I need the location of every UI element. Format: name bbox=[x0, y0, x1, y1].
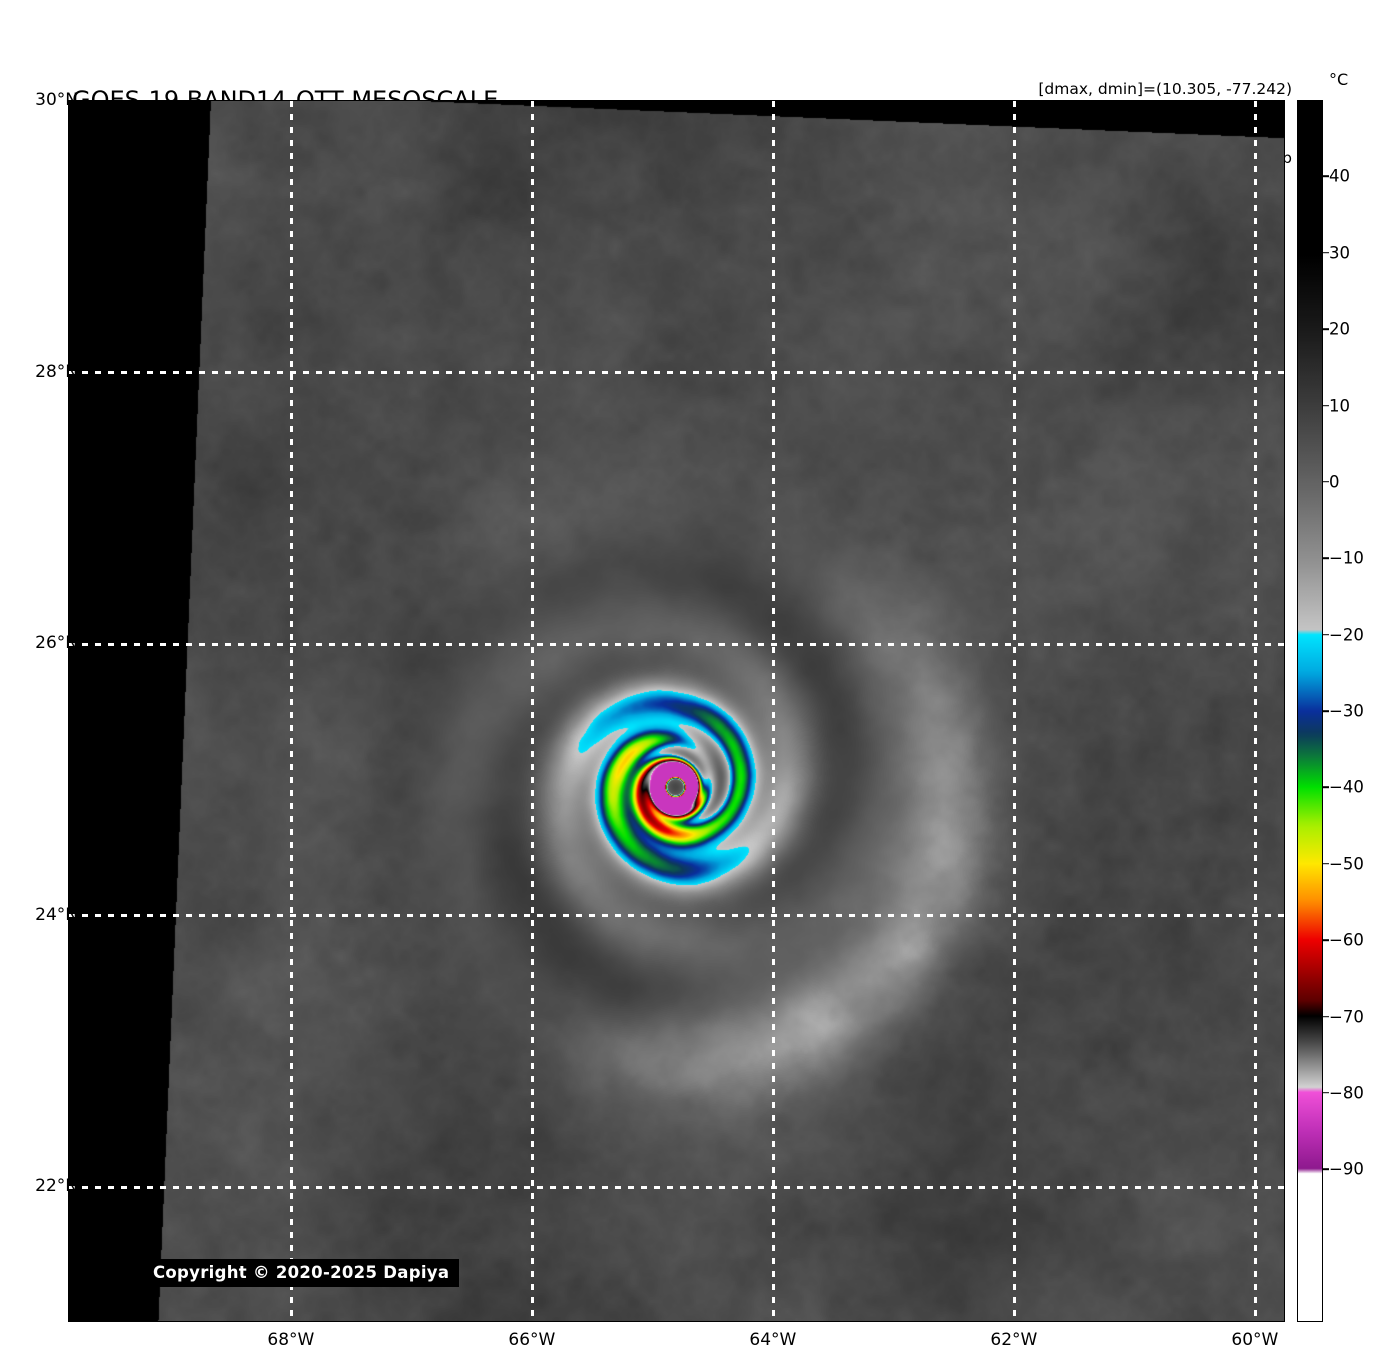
colorbar-tick-mark bbox=[1323, 633, 1329, 636]
colorbar-tick-label: 30 bbox=[1329, 243, 1350, 263]
colorbar-tick-mark bbox=[1323, 862, 1329, 865]
lat-tick-label: 30°N bbox=[35, 90, 78, 110]
lon-tick-label: 68°W bbox=[267, 1330, 315, 1350]
colorbar-tick-label: −30 bbox=[1329, 701, 1364, 721]
colorbar-gradient bbox=[1298, 101, 1322, 1321]
infrared-satellite-canvas bbox=[69, 101, 1284, 1321]
colorbar-tick-mark bbox=[1323, 481, 1329, 483]
colorbar-tick-mark bbox=[1323, 175, 1329, 178]
colorbar-tick-label: −40 bbox=[1329, 777, 1364, 797]
colorbar-tick-mark bbox=[1323, 404, 1329, 407]
colorbar-tick-label: −10 bbox=[1329, 548, 1364, 568]
temperature-colorbar bbox=[1297, 100, 1323, 1322]
colorbar-tick-mark bbox=[1323, 710, 1329, 712]
colorbar-tick-mark bbox=[1323, 251, 1329, 254]
lat-tick-label: 22°N bbox=[35, 1176, 78, 1197]
colorbar-unit-label: °C bbox=[1329, 70, 1349, 89]
lat-tick-label: 26°N bbox=[35, 633, 78, 654]
lon-tick-label: 64°W bbox=[749, 1330, 797, 1350]
lon-tick-label: 60°W bbox=[1231, 1330, 1279, 1350]
lon-tick-label: 66°W bbox=[508, 1330, 556, 1350]
colorbar-tick-mark bbox=[1323, 1015, 1329, 1018]
colorbar-tick-label: 20 bbox=[1329, 319, 1350, 339]
colorbar-tick-label: 0 bbox=[1329, 472, 1340, 492]
colorbar-tick-label: −60 bbox=[1329, 930, 1364, 950]
colorbar-tick-label: −70 bbox=[1329, 1007, 1364, 1026]
colorbar-tick-label: 10 bbox=[1329, 396, 1350, 415]
colorbar-tick-label: −20 bbox=[1329, 625, 1364, 645]
colorbar-tick-mark bbox=[1323, 939, 1329, 941]
lon-tick-label: 62°W bbox=[990, 1330, 1038, 1350]
copyright-watermark: Copyright © 2020-2025 Dapiya bbox=[143, 1259, 460, 1287]
lat-tick-label: 24°N bbox=[35, 904, 78, 925]
data-extremes-text: [dmax, dmin]=(10.305, -77.242) bbox=[1038, 80, 1292, 98]
lat-tick-label: 28°N bbox=[35, 361, 78, 382]
colorbar-tick-mark bbox=[1323, 1092, 1329, 1094]
colorbar-tick-mark bbox=[1323, 786, 1329, 789]
colorbar-tick-label: −50 bbox=[1329, 854, 1364, 874]
colorbar-tick-label: 40 bbox=[1329, 166, 1350, 186]
colorbar-tick-label: −80 bbox=[1329, 1083, 1364, 1103]
colorbar-tick-mark bbox=[1323, 1168, 1329, 1171]
satellite-image-plot: Copyright © 2020-2025 Dapiya bbox=[68, 100, 1285, 1322]
colorbar-tick-mark bbox=[1323, 328, 1329, 330]
colorbar-tick-label: −90 bbox=[1329, 1159, 1364, 1179]
colorbar-tick-mark bbox=[1323, 557, 1329, 560]
